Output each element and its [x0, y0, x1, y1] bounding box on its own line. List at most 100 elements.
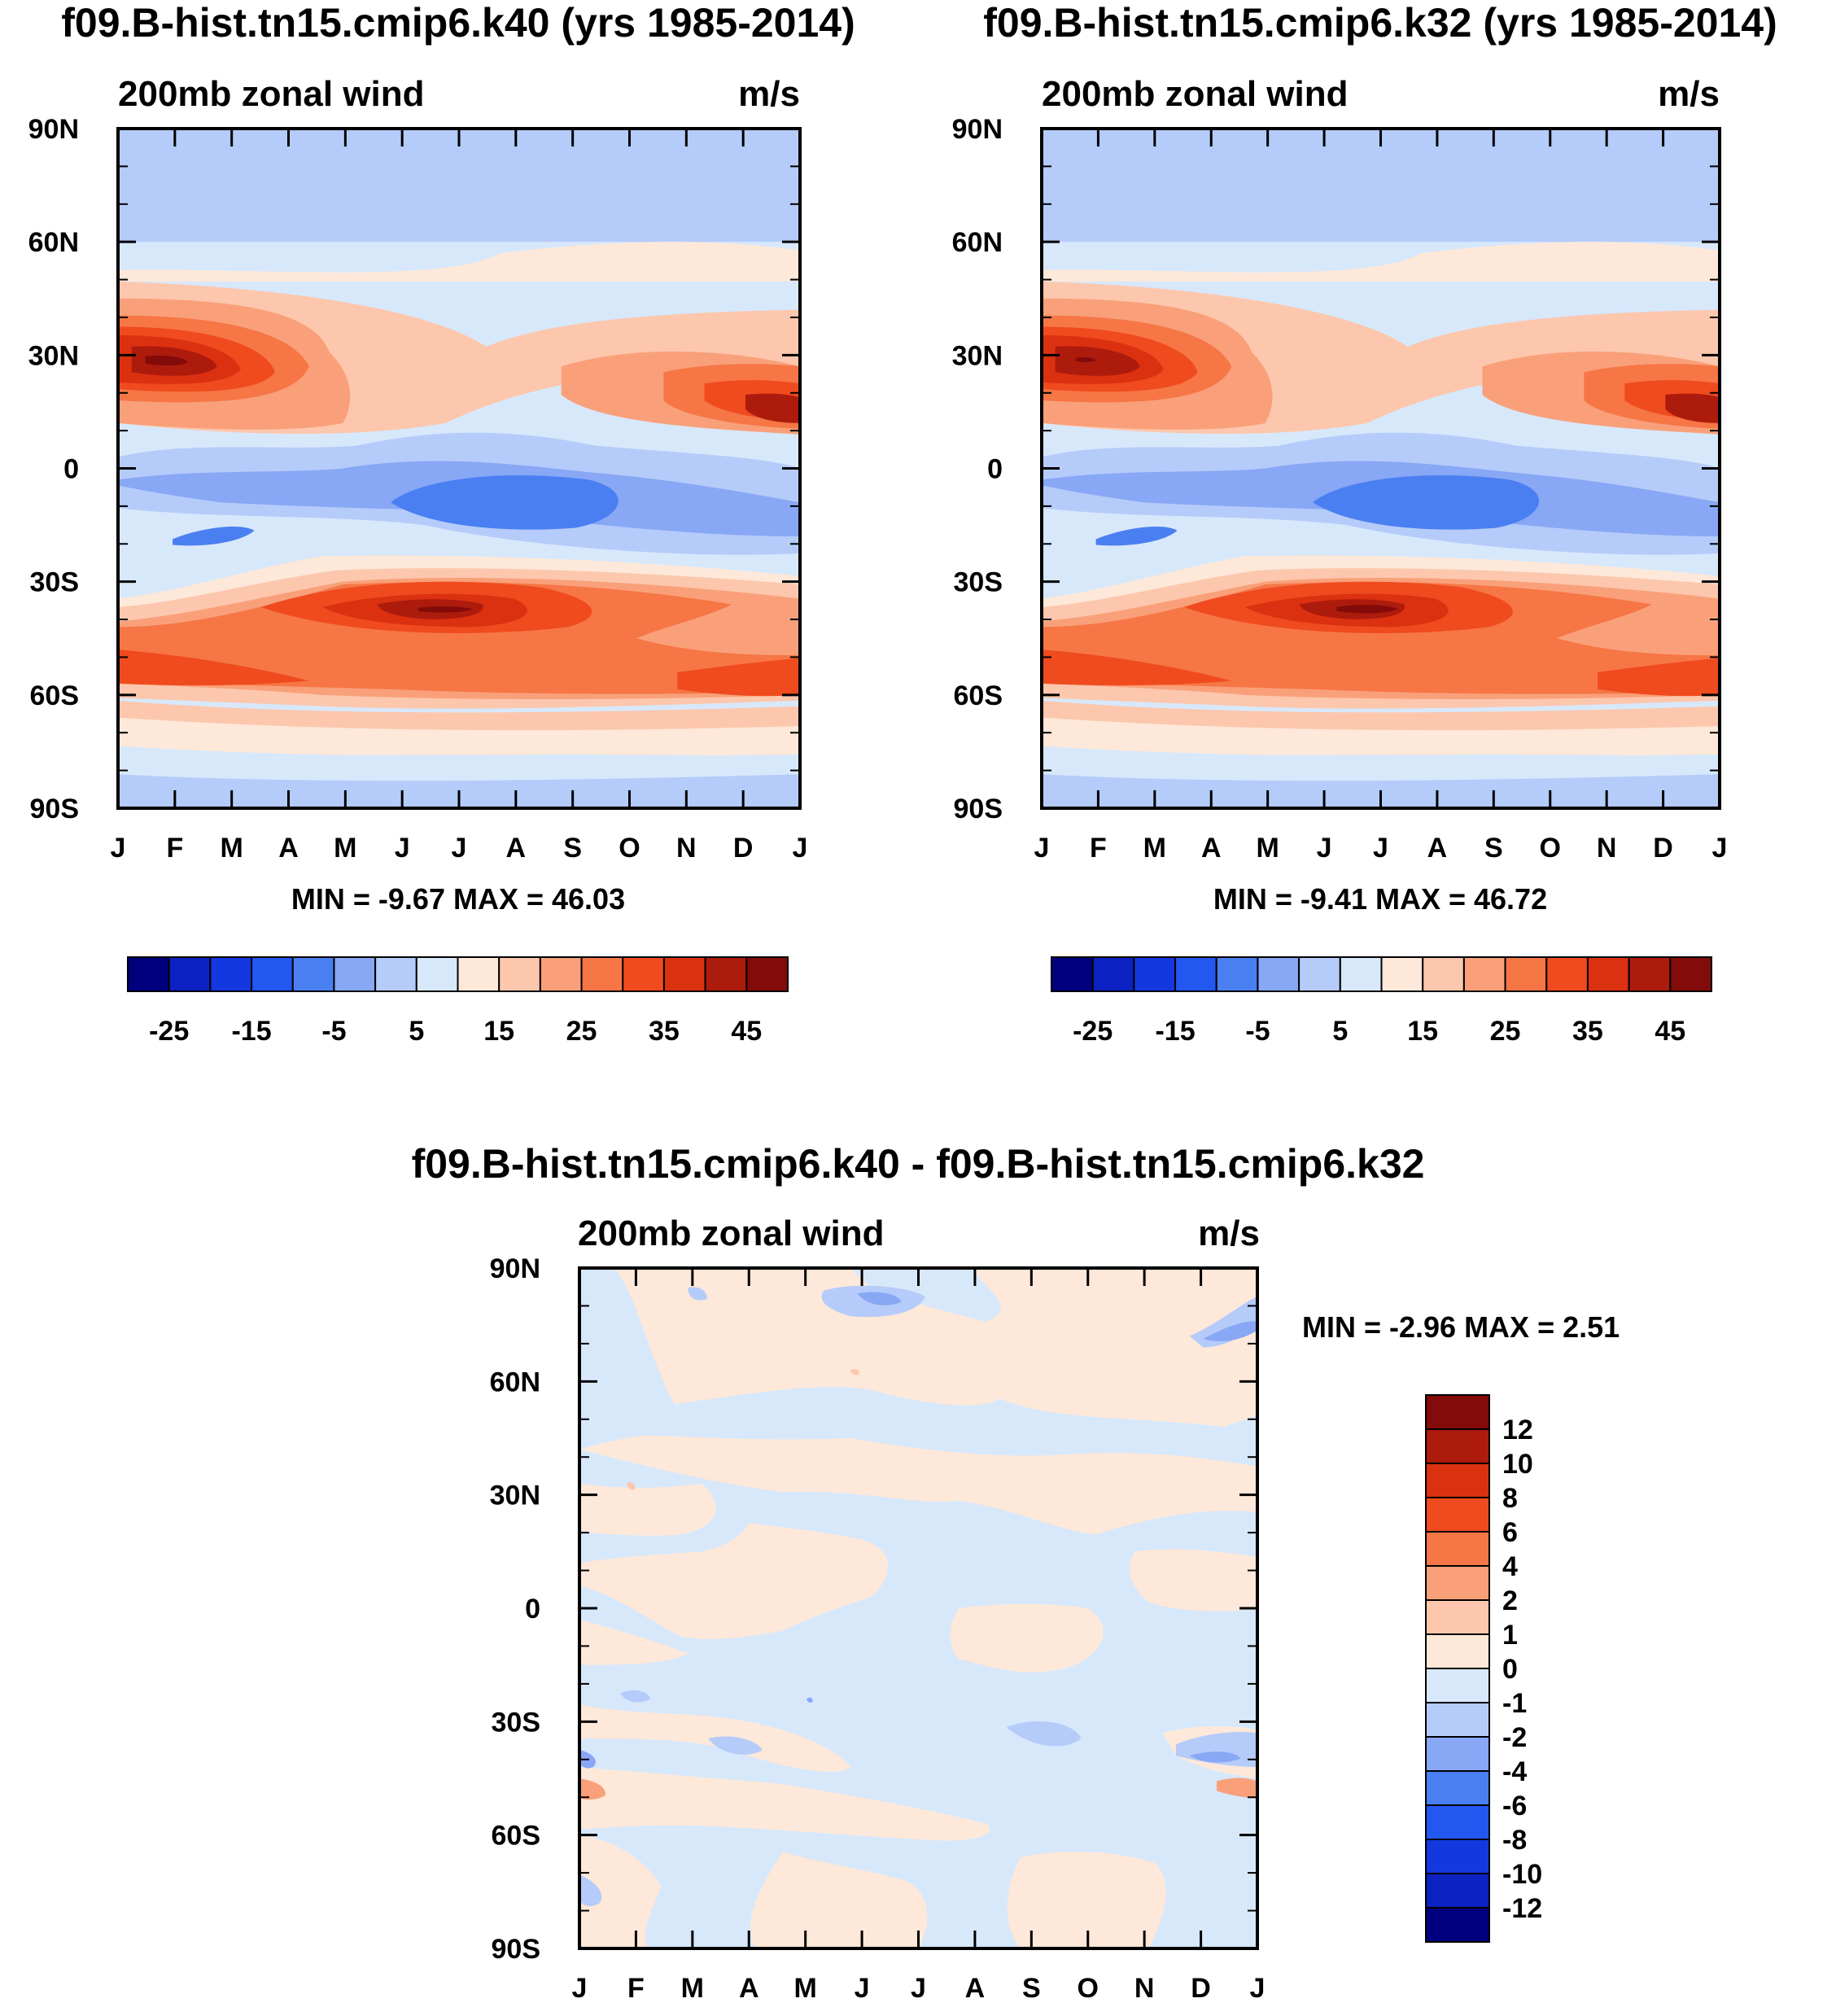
colorbar-box — [1425, 1770, 1490, 1806]
x-tick-label: J — [395, 833, 410, 864]
contour-band — [619, 1690, 651, 1703]
x-tick-label: D — [1653, 833, 1673, 864]
colorbar-label: 5 — [1332, 1016, 1348, 1047]
contour-band — [579, 1619, 688, 1665]
x-tick-label: J — [911, 1973, 926, 2004]
contour-band — [688, 1287, 707, 1301]
colorbar-box — [498, 956, 541, 992]
y-tick-label: 0 — [525, 1594, 540, 1625]
contour-band — [857, 1292, 902, 1305]
x-tick-label: A — [506, 833, 527, 864]
x-tick-label: D — [733, 833, 754, 864]
colorbar-box — [1586, 956, 1630, 992]
contour-layer — [118, 129, 800, 808]
colorbar-label: -2 — [1502, 1722, 1527, 1753]
panel-title: f09.B-hist.tn15.cmip6.k32 (yrs 1985-2014… — [983, 0, 1777, 46]
colorbar-box — [1669, 956, 1712, 992]
contour-field — [1042, 129, 1720, 808]
x-tick-label: A — [1201, 833, 1222, 864]
colorbar-label: -12 — [1502, 1893, 1542, 1924]
contour-band — [1042, 242, 1720, 282]
axes: J F M A M J J A S O N D J 90N 60N 30N 0 30S 60S 90S — [490, 1253, 1266, 2004]
x-tick-label: S — [563, 833, 582, 864]
x-tick-label: J — [1712, 833, 1728, 864]
colorbar-box — [291, 956, 335, 992]
y-tick-label: 30S — [492, 1707, 541, 1738]
x-tick-label: J — [1034, 833, 1050, 864]
colorbar-box — [662, 956, 706, 992]
x-tick-label: O — [619, 833, 640, 864]
colorbar-box — [251, 956, 294, 992]
contour-band — [579, 1523, 889, 1639]
contour-band — [1055, 346, 1140, 376]
colorbar-label: -4 — [1502, 1756, 1527, 1787]
colorbar-box — [1422, 956, 1465, 992]
x-tick-label: M — [221, 833, 243, 864]
contour-band — [1598, 658, 1720, 697]
colorbar-box — [1215, 956, 1259, 992]
colorbar-box — [1628, 956, 1672, 992]
colorbar-label: 35 — [1572, 1016, 1603, 1047]
contour-band — [1042, 129, 1720, 243]
units-label: m/s — [1198, 1214, 1260, 1253]
colorbar-label: -8 — [1502, 1825, 1527, 1856]
colorbar-label: 6 — [1502, 1517, 1518, 1548]
colorbar-box — [1425, 1873, 1490, 1909]
contour-band — [950, 1603, 1104, 1673]
contour-band — [1217, 1778, 1257, 1799]
variable-label: 200mb zonal wind — [118, 74, 425, 114]
x-tick-label: N — [676, 833, 697, 864]
y-tick-label: 90S — [954, 794, 1003, 824]
y-tick-label: 90N — [490, 1253, 540, 1284]
colorbar-label: 15 — [1407, 1016, 1438, 1047]
x-tick-label: J — [1317, 833, 1332, 864]
contour-band — [391, 474, 619, 530]
colorbar-box — [1051, 956, 1094, 992]
contour-band — [118, 129, 800, 243]
y-tick-label: 60S — [954, 680, 1003, 711]
colorbar-label: 4 — [1502, 1551, 1518, 1582]
contour-band — [1203, 1321, 1257, 1341]
colorbar-box — [1462, 956, 1506, 992]
x-tick-label: J — [572, 1973, 588, 2004]
colorbar-box — [1425, 1839, 1490, 1874]
x-tick-label: J — [1373, 833, 1388, 864]
contour-field — [579, 1268, 1257, 1948]
colorbar-box — [374, 956, 417, 992]
colorbar-box — [1174, 956, 1217, 992]
y-tick-label: 90S — [30, 794, 80, 824]
contour-band — [1189, 1751, 1241, 1763]
colorbar-label: 45 — [1655, 1016, 1685, 1047]
colorbar-label: -25 — [149, 1016, 189, 1047]
colorbar-label: 1 — [1502, 1620, 1518, 1651]
x-tick-label: O — [1078, 1973, 1099, 2004]
panel-k32: f09.B-hist.tn15.cmip6.k32 (yrs 1985-2014… — [952, 0, 1777, 1047]
colorbar-label: -5 — [321, 1016, 346, 1047]
contour-band — [1006, 1721, 1082, 1747]
y-tick-label: 90N — [28, 114, 79, 145]
y-tick-label: 30S — [954, 567, 1003, 598]
units-label: m/s — [1658, 74, 1720, 114]
axes: J F M A M J J A S O N D J 90N 60N 30N 0 30S 60S 90S — [28, 114, 808, 864]
contour-band — [1095, 527, 1178, 546]
colorbar-box — [1425, 1907, 1490, 1943]
contour-band — [807, 1697, 813, 1703]
colorbar-box — [1425, 1463, 1490, 1498]
contour-layer — [579, 1268, 1257, 1948]
contour-band — [118, 649, 309, 686]
colorbar-box — [580, 956, 624, 992]
colorbar-box — [539, 956, 583, 992]
colorbar-box — [1339, 956, 1383, 992]
colorbar-box — [209, 956, 253, 992]
contour-band — [173, 527, 255, 546]
min-max-label: MIN = -9.67 MAX = 46.03 — [291, 882, 625, 916]
contour-field — [118, 129, 800, 808]
colorbar-box — [457, 956, 501, 992]
y-tick-label: 30S — [30, 567, 80, 598]
x-tick-label: M — [334, 833, 356, 864]
x-tick-label: M — [794, 1973, 817, 2004]
x-tick-label: J — [452, 833, 467, 864]
colorbar-box — [1133, 956, 1177, 992]
colorbar-label: 25 — [566, 1016, 597, 1047]
